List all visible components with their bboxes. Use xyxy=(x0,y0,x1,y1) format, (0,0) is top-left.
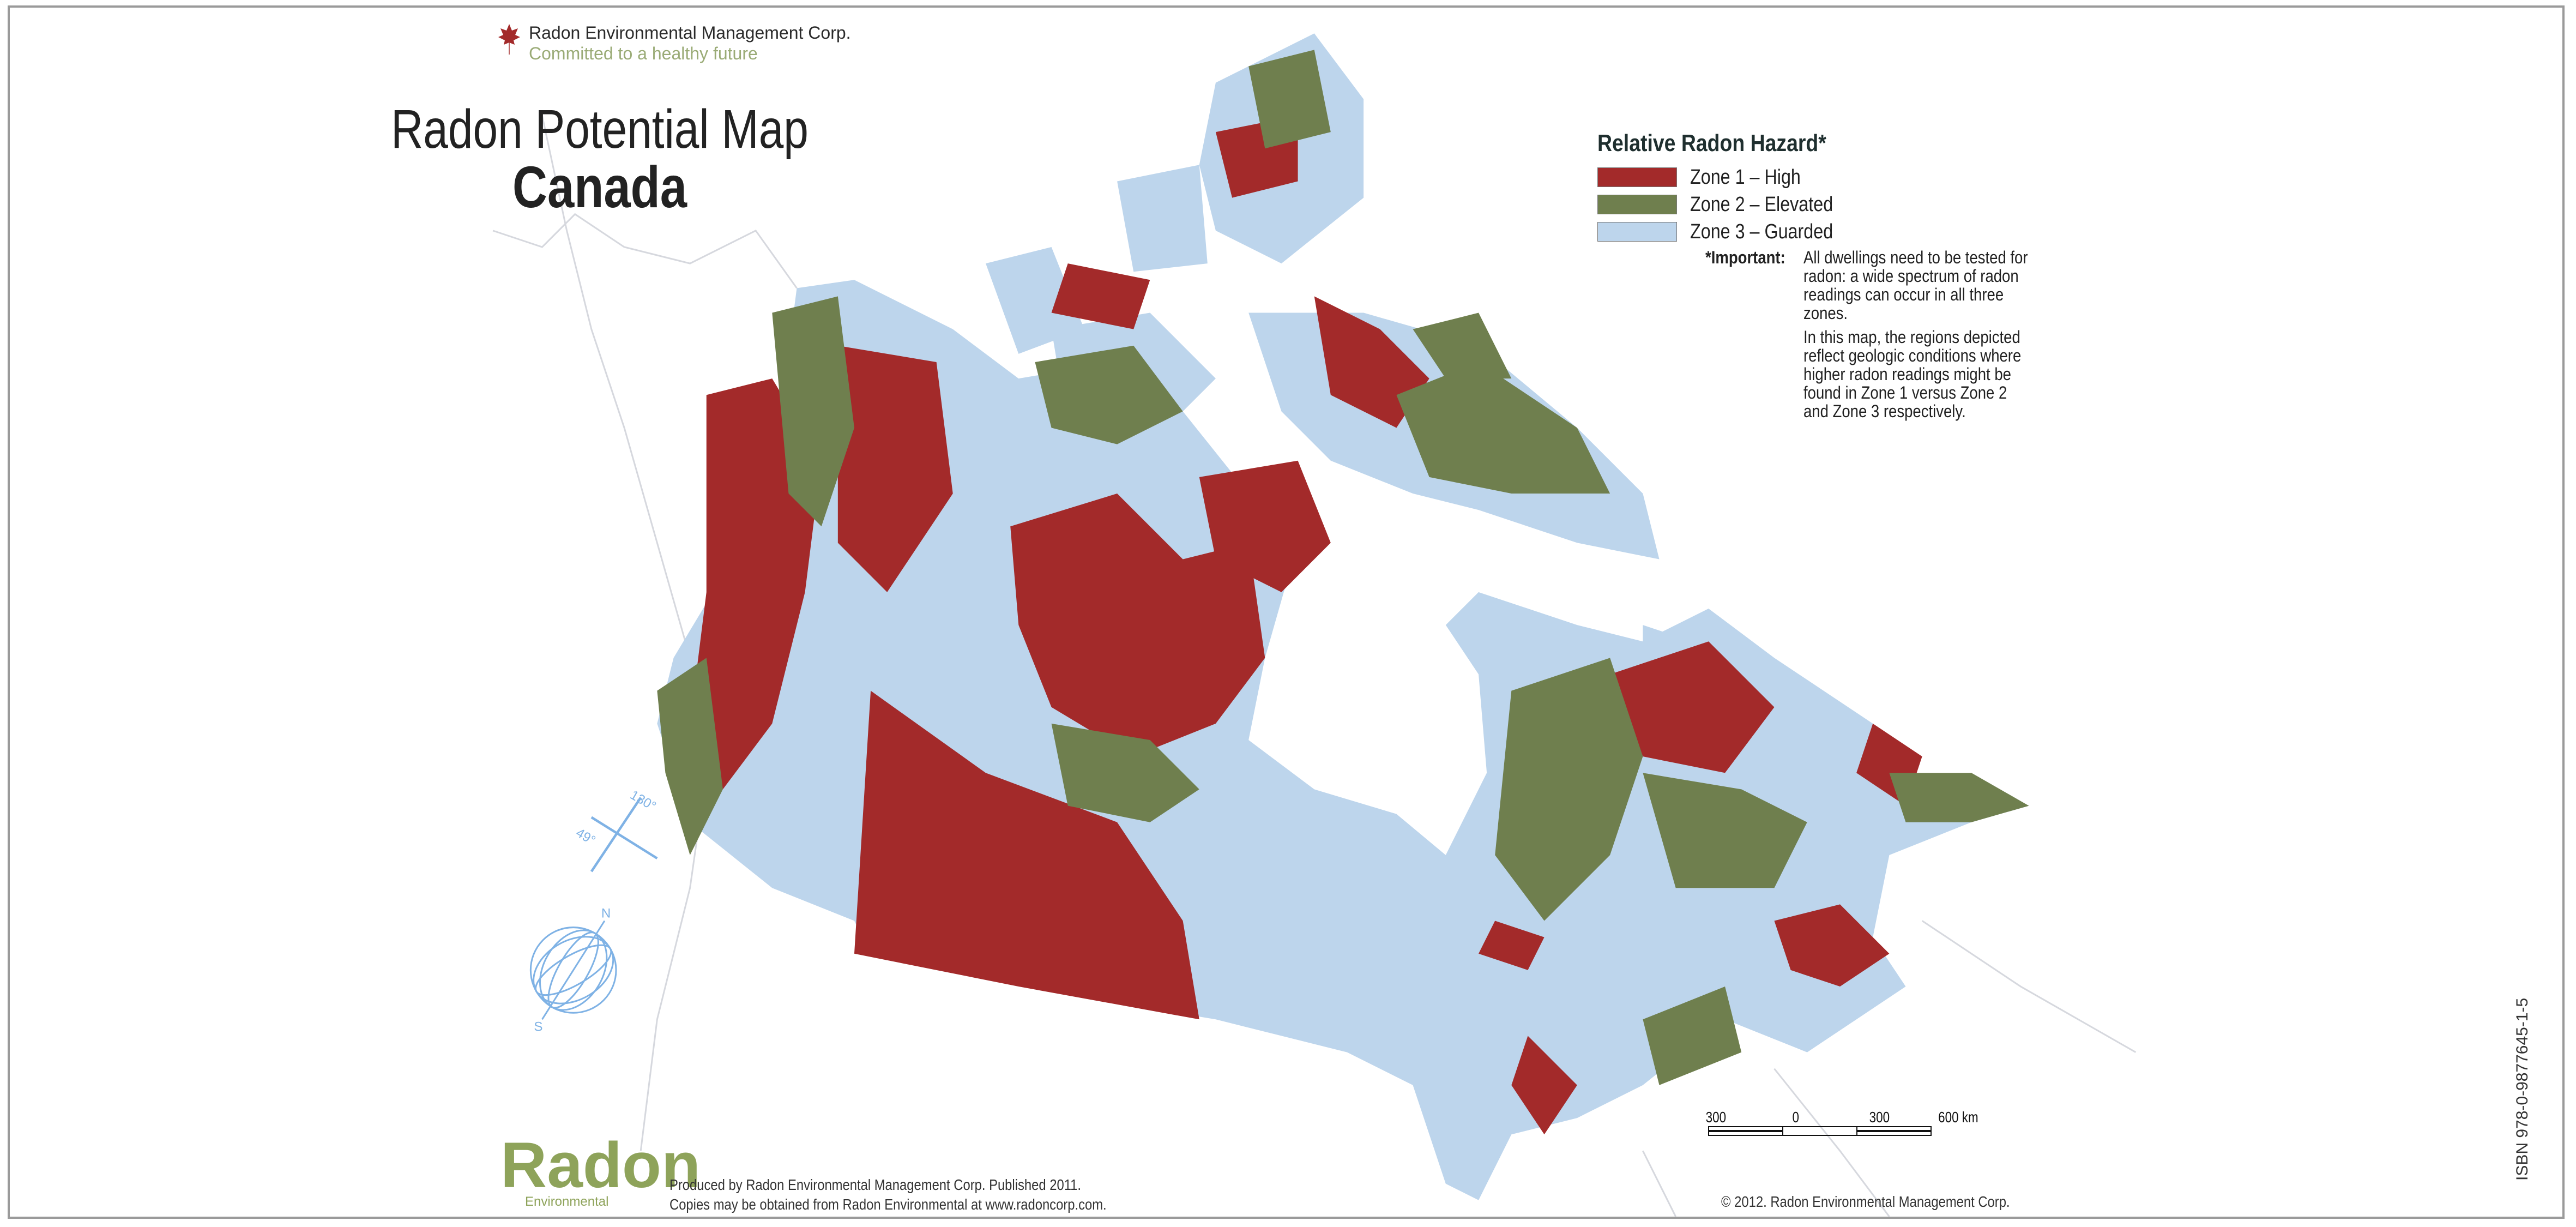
important-note: *Important: All dwellings need to be tes… xyxy=(1705,248,2032,426)
company-tagline: Committed to a healthy future xyxy=(529,44,758,63)
scale-label: 300 xyxy=(1705,1109,1727,1126)
legend-title: Relative Radon Hazard* xyxy=(1597,130,1826,157)
map-frame xyxy=(8,5,2565,1219)
scale-segment xyxy=(1708,1126,1783,1136)
scale-segment xyxy=(1856,1126,1932,1136)
logo-text: Radon xyxy=(500,1129,701,1201)
scale-segment xyxy=(1782,1126,1857,1136)
maple-leaf-icon xyxy=(498,24,520,55)
copies-text: Copies may be obtained from Radon Enviro… xyxy=(669,1196,1107,1213)
isbn: ISBN 978-0-9877645-1-5 xyxy=(2513,997,2531,1181)
note-paragraph-1: All dwellings need to be tested for rado… xyxy=(1803,248,2028,323)
scale-label: 600 km xyxy=(1938,1109,1978,1126)
zone2-swatch xyxy=(1597,195,1677,214)
legend: Relative Radon Hazard* Zone 1 – High Zon… xyxy=(1597,130,1867,243)
company-name: Radon Environmental Management Corp. xyxy=(529,23,851,43)
legend-label: Zone 3 – Guarded xyxy=(1690,220,1833,243)
legend-label: Zone 2 – Elevated xyxy=(1690,193,1833,216)
production-credit: Produced by Radon Environmental Manageme… xyxy=(669,1175,1107,1214)
north-label: N xyxy=(601,906,611,921)
latitude-label: 49° xyxy=(574,826,598,849)
produced-text: Produced by Radon Environmental Manageme… xyxy=(669,1176,1082,1193)
legend-item-zone2: Zone 2 – Elevated xyxy=(1597,193,1867,216)
banks-island xyxy=(986,247,1084,354)
legend-label: Zone 1 – High xyxy=(1690,165,1801,189)
note-heading: *Important: xyxy=(1705,248,1785,267)
graticule-marker: 49° 130° xyxy=(574,787,659,873)
radon-logo: Radon Environmental xyxy=(500,1133,701,1209)
map-subtitle: Canada xyxy=(512,154,687,220)
scale-label: 300 xyxy=(1869,1109,1890,1126)
globe-icon: N S xyxy=(529,906,617,1034)
legend-item-zone3: Zone 3 – Guarded xyxy=(1597,220,1867,243)
copyright: © 2012. Radon Environmental Management C… xyxy=(1721,1193,2010,1210)
neighbour-outlines xyxy=(492,115,2137,1217)
zone3-swatch xyxy=(1597,222,1677,242)
zone1-swatch xyxy=(1597,167,1677,187)
south-label: S xyxy=(534,1019,542,1034)
scale-label: 0 xyxy=(1792,1109,1800,1126)
map-title: Radon Potential Map xyxy=(391,99,809,160)
note-paragraph-2: In this map, the regions depicted reflec… xyxy=(1803,327,2022,421)
longitude-line xyxy=(590,797,642,873)
legend-item-zone1: Zone 1 – High xyxy=(1597,165,1867,189)
logo-subtext: Environmental xyxy=(525,1194,609,1209)
zone2-elevated-areas xyxy=(657,50,2029,1085)
latitude-line xyxy=(590,816,658,859)
